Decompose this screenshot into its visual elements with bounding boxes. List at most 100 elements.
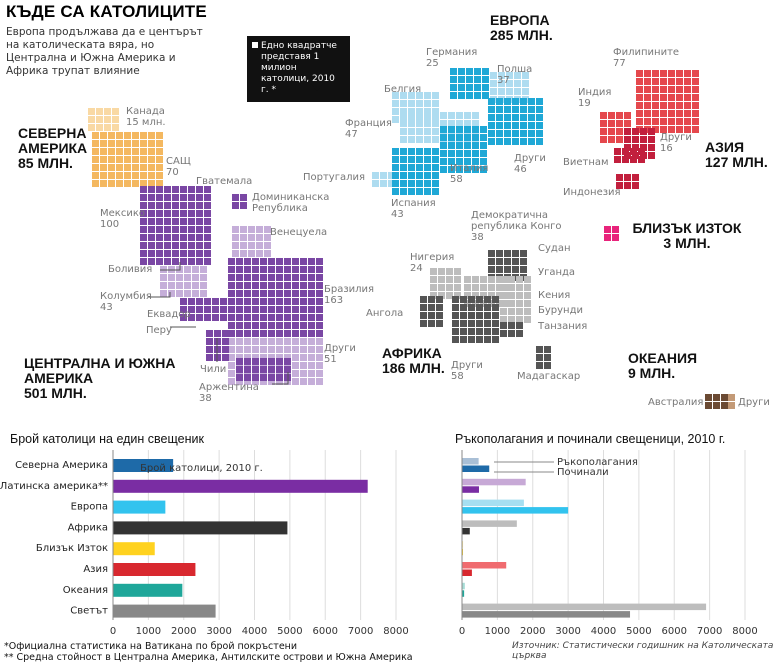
- catholic-square: [124, 180, 131, 187]
- catholic-square: [268, 258, 275, 265]
- catholic-square: [508, 276, 515, 283]
- catholic-square: [268, 354, 275, 361]
- ecuador-peru-squares: [180, 298, 227, 321]
- catholic-square: [256, 226, 263, 233]
- catholic-square: [428, 296, 435, 303]
- category-label: Близък Изток: [36, 543, 108, 554]
- region-europe-label: ЕВРОПА 285 МЛН.: [490, 12, 553, 43]
- catholic-square: [400, 100, 407, 107]
- catholic-square: [728, 402, 735, 409]
- catholic-square: [160, 290, 167, 297]
- catholic-square: [472, 276, 479, 283]
- catholic-square: [232, 194, 239, 201]
- catholic-square: [448, 134, 455, 141]
- catholic-square: [636, 94, 643, 101]
- footnote-2: ** Средна стойност в Централна Америка, …: [4, 652, 413, 663]
- catholic-square: [464, 158, 471, 165]
- x-tick-label: 6000: [662, 626, 687, 637]
- catholic-square: [416, 116, 423, 123]
- catholic-square: [420, 296, 427, 303]
- catholic-square: [500, 300, 507, 307]
- catholic-square: [660, 110, 667, 117]
- catholic-square: [504, 114, 511, 121]
- catholic-square: [508, 292, 515, 299]
- catholic-square: [212, 298, 219, 305]
- catholic-square: [400, 164, 407, 171]
- country-label: Испания 43: [391, 198, 436, 220]
- catholic-square: [228, 266, 235, 273]
- bar-ordinations: [462, 603, 707, 611]
- catholic-square: [446, 292, 453, 299]
- catholic-square: [676, 126, 683, 133]
- catholic-square: [504, 122, 511, 129]
- catholic-square: [536, 346, 543, 353]
- catholic-square: [692, 70, 699, 77]
- x-tick-label: 2000: [171, 626, 196, 637]
- catholic-square: [244, 354, 251, 361]
- catholic-square: [236, 306, 243, 313]
- catholic-square: [508, 284, 515, 291]
- catholic-square: [196, 186, 203, 193]
- catholic-square: [420, 304, 427, 311]
- catholic-square: [488, 98, 495, 105]
- catholic-square: [464, 284, 471, 291]
- catholic-square: [300, 346, 307, 353]
- catholic-square: [492, 304, 499, 311]
- catholic-square: [536, 354, 543, 361]
- catholic-square: [632, 182, 639, 189]
- germany-squares: [450, 68, 489, 99]
- catholic-square: [244, 298, 251, 305]
- catholic-square: [100, 140, 107, 147]
- catholic-square: [616, 112, 623, 119]
- catholic-square: [292, 330, 299, 337]
- catholic-square: [284, 298, 291, 305]
- catholic-square: [260, 362, 267, 369]
- catholic-square: [252, 366, 259, 373]
- catholic-square: [624, 182, 631, 189]
- source-note: Източник: Статистически годишник на Като…: [512, 641, 774, 661]
- catholic-square: [176, 282, 183, 289]
- catholic-square: [448, 142, 455, 149]
- catholic-square: [140, 132, 147, 139]
- catholic-square: [256, 242, 263, 249]
- catholic-square: [474, 68, 481, 75]
- x-tick-label: 7000: [697, 626, 722, 637]
- catholic-square: [268, 266, 275, 273]
- catholic-square: [180, 218, 187, 225]
- catholic-square: [496, 130, 503, 137]
- bar-charts: 0 1000 2000 3000 4000 5000 6000 7000 8000 Северна…: [0, 450, 758, 637]
- catholic-square: [228, 298, 235, 305]
- bar: [113, 583, 183, 597]
- catholic-square: [276, 366, 283, 373]
- catholic-square: [684, 110, 691, 117]
- catholic-square: [482, 68, 489, 75]
- catholic-square: [454, 276, 461, 283]
- catholic-square: [522, 72, 529, 79]
- catholic-square: [148, 140, 155, 147]
- catholic-square: [676, 78, 683, 85]
- catholic-square: [692, 118, 699, 125]
- catholic-square: [260, 378, 267, 385]
- catholic-square: [268, 290, 275, 297]
- catholic-square: [316, 314, 323, 321]
- catholic-square: [140, 234, 147, 241]
- catholic-square: [464, 300, 471, 307]
- catholic-square: [504, 98, 511, 105]
- country-label: Аржентина 38: [199, 382, 259, 404]
- catholic-square: [636, 86, 643, 93]
- catholic-square: [204, 306, 211, 313]
- catholic-square: [196, 202, 203, 209]
- catholic-square: [488, 250, 495, 257]
- catholic-square: [132, 148, 139, 155]
- catholic-square: [168, 282, 175, 289]
- catholic-square: [156, 156, 163, 163]
- catholic-square: [164, 234, 171, 241]
- catholic-square: [196, 194, 203, 201]
- uganda-kenya-squares: [500, 276, 531, 323]
- catholic-square: [490, 80, 497, 87]
- catholic-square: [464, 142, 471, 149]
- catholic-square: [504, 138, 511, 145]
- catholic-square: [482, 92, 489, 99]
- catholic-square: [448, 158, 455, 165]
- bar: [113, 500, 166, 514]
